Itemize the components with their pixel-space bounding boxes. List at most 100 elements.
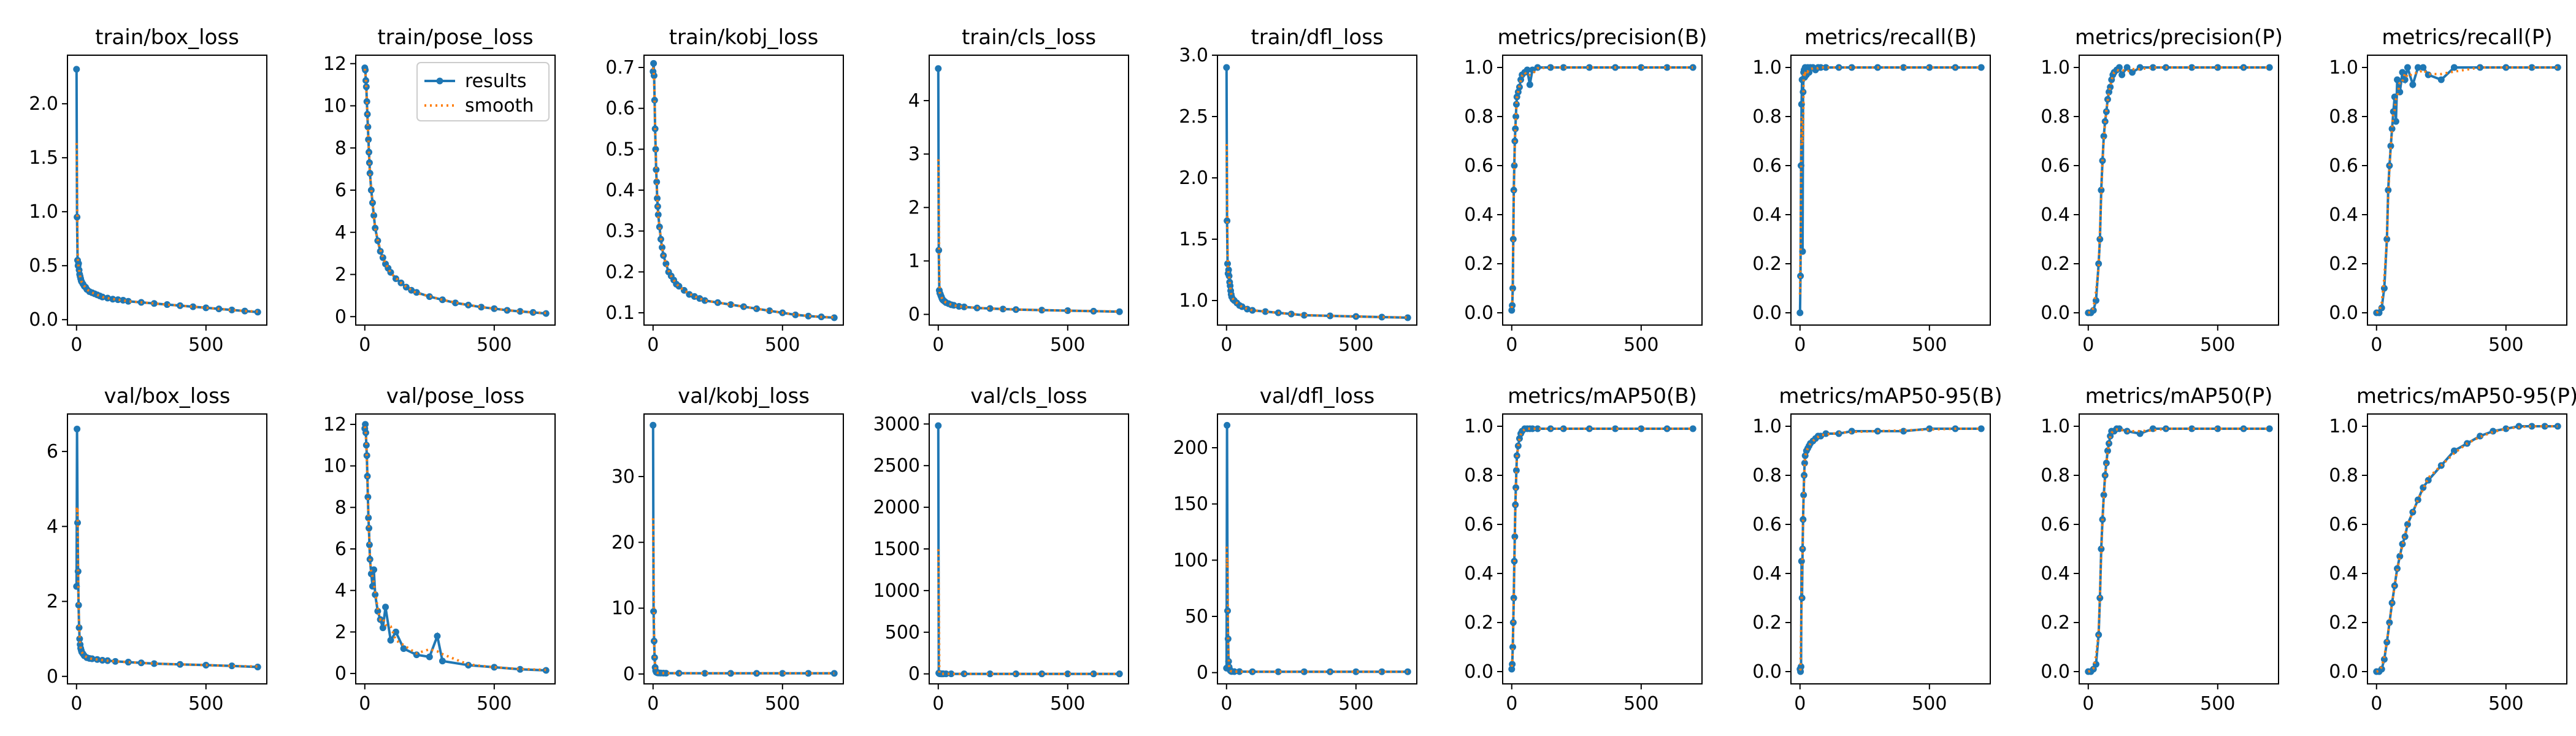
results-point bbox=[387, 637, 394, 644]
results-point bbox=[2090, 307, 2097, 314]
results-point bbox=[956, 303, 963, 310]
results-line bbox=[1510, 427, 1693, 670]
results-point bbox=[1509, 285, 1516, 292]
y-tick-label: 2.0 bbox=[1179, 167, 1208, 189]
y-tick-label: 0.0 bbox=[2329, 302, 2358, 324]
y-tick-label: 1.0 bbox=[2041, 57, 2070, 79]
y-tick-label: 0.4 bbox=[605, 180, 635, 201]
x-tick-label: 500 bbox=[2200, 334, 2235, 356]
results-point bbox=[1262, 308, 1269, 315]
x-tick-label: 500 bbox=[1912, 334, 1947, 356]
y-tick-label: 10 bbox=[611, 598, 635, 619]
x-tick-label: 500 bbox=[477, 334, 512, 356]
results-line bbox=[937, 425, 1120, 675]
results-point bbox=[1224, 260, 1231, 267]
results-point bbox=[986, 305, 994, 312]
results-point bbox=[960, 303, 968, 310]
y-tick-label: 0.2 bbox=[605, 261, 635, 283]
axes-frame bbox=[929, 55, 1129, 326]
y-tick-label: 0.2 bbox=[2041, 612, 2070, 634]
y-tick-label: 0.7 bbox=[605, 57, 635, 79]
results-point bbox=[1227, 282, 1234, 289]
x-tick-label: 500 bbox=[1338, 334, 1373, 356]
results-point bbox=[1064, 670, 1071, 678]
results-point bbox=[362, 421, 369, 428]
y-tick-label: 0.8 bbox=[2041, 465, 2070, 486]
results-point bbox=[374, 608, 381, 615]
results-point bbox=[1352, 668, 1360, 675]
results-point bbox=[1508, 665, 1516, 673]
results-point bbox=[1612, 425, 1619, 432]
results-point bbox=[2115, 64, 2123, 71]
results-point bbox=[960, 670, 968, 678]
results-point bbox=[1800, 516, 1807, 523]
results-point bbox=[2528, 64, 2536, 71]
results-point bbox=[2380, 656, 2388, 663]
subplot-14: val/dfl_loss 0 50 100 150 200 0 500 bbox=[1173, 384, 1417, 715]
results-point bbox=[1797, 663, 1804, 670]
results-point bbox=[727, 670, 734, 677]
results-point bbox=[74, 213, 81, 221]
results-point bbox=[2266, 425, 2273, 432]
axes-frame bbox=[1502, 55, 1703, 326]
results-point bbox=[2136, 430, 2144, 437]
y-tick-label: 1000 bbox=[873, 580, 920, 602]
y-tick-label: 0.0 bbox=[29, 309, 58, 331]
results-point bbox=[2414, 64, 2421, 71]
results-point bbox=[362, 442, 370, 449]
subplot-title: val/dfl_loss bbox=[1260, 384, 1375, 408]
results-point bbox=[935, 65, 942, 72]
subplot-title: metrics/mAP50(B) bbox=[1508, 384, 1697, 408]
results-point bbox=[73, 583, 80, 590]
y-tick-label: 150 bbox=[1173, 494, 1208, 515]
x-tick-label: 500 bbox=[765, 693, 800, 715]
results-point bbox=[2554, 423, 2561, 430]
y-tick-label: 1.0 bbox=[2329, 57, 2358, 79]
y-tick-label: 10 bbox=[323, 456, 347, 477]
results-point bbox=[2383, 236, 2391, 243]
subplot-title: val/pose_loss bbox=[386, 384, 525, 408]
results-line bbox=[1225, 425, 1408, 673]
y-tick-label: 0.4 bbox=[1464, 563, 1493, 585]
y-tick-label: 100 bbox=[1173, 550, 1208, 571]
results-line bbox=[2088, 65, 2270, 314]
results-point bbox=[1560, 425, 1567, 432]
results-point bbox=[650, 421, 657, 429]
results-point bbox=[2378, 665, 2385, 673]
subplot-4: train/cls_loss 0 1 2 3 4 0 500 bbox=[908, 25, 1129, 356]
results-point bbox=[2385, 186, 2392, 194]
results-point bbox=[1638, 64, 1645, 71]
smooth-line bbox=[2375, 66, 2558, 314]
y-tick-label: 0.4 bbox=[2329, 563, 2358, 585]
y-tick-label: 0 bbox=[335, 306, 347, 328]
legend-results-marker bbox=[436, 77, 443, 85]
results-point bbox=[491, 305, 498, 312]
results-point bbox=[2214, 425, 2221, 432]
y-tick-label: 0 bbox=[335, 663, 347, 684]
y-tick-label: 0.0 bbox=[1752, 661, 1782, 683]
y-tick-label: 10 bbox=[323, 96, 347, 117]
subplot-title: train/box_loss bbox=[95, 25, 239, 50]
smooth-line bbox=[75, 507, 258, 668]
results-point bbox=[1801, 472, 1808, 479]
y-tick-label: 0 bbox=[623, 664, 635, 685]
results-point bbox=[656, 223, 663, 231]
results-point bbox=[491, 664, 498, 671]
results-point bbox=[202, 304, 210, 312]
results-point bbox=[76, 635, 83, 643]
x-tick-label: 0 bbox=[1221, 693, 1232, 715]
results-point bbox=[369, 583, 376, 590]
results-point bbox=[516, 308, 524, 315]
subplot-title: metrics/precision(P) bbox=[2075, 25, 2283, 50]
subplot-6: metrics/precision(B) 0.0 0.2 0.4 0.6 0.8 1.0 0 5… bbox=[1464, 25, 1707, 356]
y-tick-label: 50 bbox=[1185, 606, 1208, 627]
smooth-line bbox=[937, 549, 1120, 675]
y-tick-label: 0.6 bbox=[2329, 514, 2358, 535]
results-point bbox=[2528, 423, 2536, 430]
subplot-title: val/cls_loss bbox=[970, 384, 1087, 408]
axes-frame bbox=[1217, 55, 1417, 326]
results-point bbox=[999, 305, 1006, 313]
subplot-title: metrics/precision(B) bbox=[1498, 25, 1708, 50]
results-line bbox=[1225, 67, 1408, 319]
